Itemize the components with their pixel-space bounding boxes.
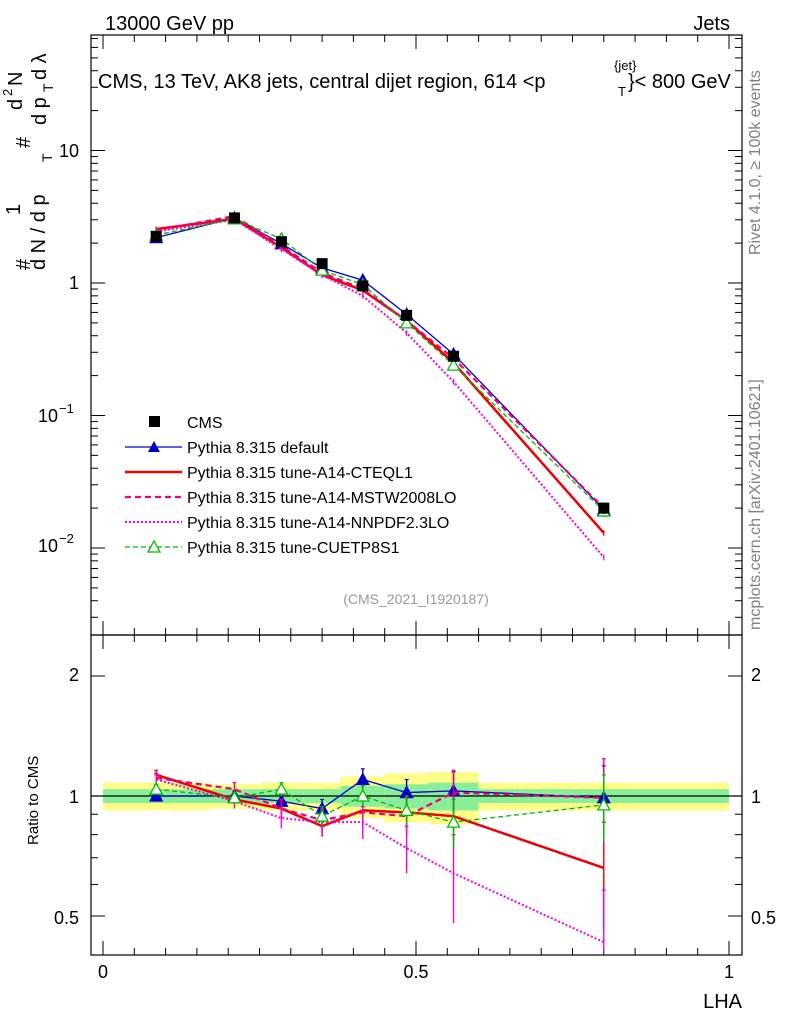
cms-data-point (150, 230, 162, 242)
tick-label-1e-2-base: 10 (38, 536, 58, 556)
legend-entry-nnpdf: Pythia 8.315 tune-A14-NNPDF2.3LO (125, 515, 449, 532)
ratio-tick-0.5-left: 0.5 (54, 908, 79, 928)
tick-label-1e-1-base: 10 (38, 406, 58, 426)
ratio-tick-2-left: 2 (69, 665, 79, 685)
legend-entry-cteql1: Pythia 8.315 tune-A14-CTEQL1 (125, 465, 413, 482)
legend-cuetp8s1-marker (146, 539, 162, 553)
analysis-id: (CMS_2021_I1920187) (343, 591, 489, 607)
cms-data-point (357, 280, 369, 292)
ylabel-part-dpt: d p (29, 97, 51, 125)
energy-label: 13000 GeV pp (105, 13, 234, 35)
cms-data-point (316, 258, 328, 270)
ratio-series-line-0 (156, 778, 604, 810)
tick-label-1e-1-exp: −1 (59, 401, 74, 416)
side-label-bottom: mcplots.cern.ch [arXiv:2401.10621] (747, 379, 764, 630)
plot-title-tail: }< 800 GeV (628, 71, 732, 93)
plot-title-text: CMS, 13 TeV, AK8 jets, central dijet reg… (98, 71, 546, 93)
main-panel-series (149, 210, 611, 561)
x-tick-1: 1 (724, 962, 734, 982)
ratio-tick-0.5-right: 0.5 (751, 908, 776, 928)
ratio-series-marker (399, 803, 414, 817)
x-axis-label: LHA (703, 991, 743, 1013)
ylabel-part-dndpt: d N / d p (28, 194, 50, 270)
ratio-panel-frame (90, 634, 743, 956)
category-label: Jets (693, 13, 730, 35)
ratio-series-marker (149, 788, 164, 802)
side-label-top: Rivet 4.1.0, ≥ 100k events (747, 70, 764, 255)
ylabel-part-t2: T (40, 83, 56, 92)
plot-title: CMS, 13 TeV, AK8 jets, central dijet reg… (98, 58, 732, 99)
ylabel-part-d: d (5, 99, 27, 110)
legend-label-nnpdf: Pythia 8.315 tune-A14-NNPDF2.3LO (187, 515, 449, 532)
legend-label-cteql1: Pythia 8.315 tune-A14-CTEQL1 (187, 465, 413, 482)
main-series-marker (446, 357, 461, 371)
main-series-line-1 (156, 217, 605, 534)
main-y-axis-label: # 1 d N / d p T # d 2 N d p T d λ (0, 53, 56, 270)
plot-title-sup: {jet} (614, 58, 637, 73)
ratio-series-line-3 (155, 778, 605, 944)
ratio-tick-1-left: 1 (69, 787, 79, 807)
legend-entry-mstw: Pythia 8.315 tune-A14-MSTW2008LO (125, 490, 456, 507)
x-tick-0: 0 (98, 962, 108, 982)
legend-label-cms: CMS (187, 415, 223, 432)
cms-data-point (275, 236, 287, 248)
ylabel-part-dlambda: d λ (29, 53, 51, 80)
ratio-y-label: Ratio to CMS (25, 756, 42, 845)
tick-label-10: 10 (59, 141, 79, 161)
cms-uncertainty-band (91, 771, 742, 825)
main-series-marker (315, 262, 330, 276)
legend-default-marker (148, 441, 160, 452)
ratio-series-marker (227, 790, 242, 804)
legend: CMS Pythia 8.315 default Pythia 8.315 tu… (125, 415, 456, 557)
ylabel-part-hash1: # (13, 258, 35, 270)
axis-ticks (91, 35, 742, 955)
ylabel-part-n: N (5, 72, 27, 86)
cms-data-point (598, 502, 610, 514)
x-tick-0.5: 0.5 (403, 962, 428, 982)
tick-label-1: 1 (69, 273, 79, 293)
x-tick-labels: 0 0.5 1 (98, 962, 734, 982)
main-series-line-4 (156, 218, 605, 512)
cms-data-point (401, 309, 413, 321)
ratio-series-marker (149, 781, 164, 795)
legend-entry-cuetp8s1: Pythia 8.315 tune-CUETP8S1 (125, 539, 400, 557)
ylabel-part-two: 2 (0, 89, 15, 96)
ylabel-part-t1: T (39, 153, 55, 162)
plot-title-sub: T (618, 84, 626, 99)
main-series-marker (399, 315, 414, 329)
main-series-line-3 (156, 218, 605, 559)
ratio-series-marker (596, 797, 611, 811)
cms-data-point (448, 350, 460, 362)
legend-label-default: Pythia 8.315 default (187, 440, 329, 457)
legend-entry-default: Pythia 8.315 default (125, 440, 329, 457)
ratio-series-marker (315, 808, 330, 822)
legend-entry-cms: CMS (149, 415, 223, 432)
legend-label-mstw: Pythia 8.315 tune-A14-MSTW2008LO (187, 490, 456, 507)
ratio-series-marker (355, 788, 370, 802)
plot-title-main: CMS, 13 TeV, AK8 jets, central dijet reg… (98, 71, 546, 93)
cms-data-point (228, 212, 240, 224)
ratio-series-line-4 (156, 788, 604, 823)
ratio-panel-series (149, 758, 611, 951)
tick-label-1e-2-exp: −2 (59, 531, 74, 546)
main-y-tick-labels: 10 −2 10 −1 1 10 (38, 141, 79, 556)
ratio-series-marker (274, 781, 289, 795)
ratio-tick-1-right: 1 (751, 787, 761, 807)
ylabel-part-one: 1 (3, 204, 25, 215)
ratio-series-line-1 (155, 773, 605, 870)
legend-label-cuetp8s1: Pythia 8.315 tune-CUETP8S1 (187, 540, 400, 557)
legend-cms-marker (149, 416, 160, 427)
ratio-y-tick-labels: 0.5 1 2 0.5 1 2 (54, 665, 776, 928)
ratio-tick-2-right: 2 (751, 665, 761, 685)
ratio-series-marker (355, 772, 370, 786)
main-series-line-2 (156, 214, 605, 509)
ylabel-part-hash2: # (13, 136, 35, 148)
ratio-series-marker (446, 814, 461, 828)
ratio-series-line-2 (156, 776, 604, 822)
